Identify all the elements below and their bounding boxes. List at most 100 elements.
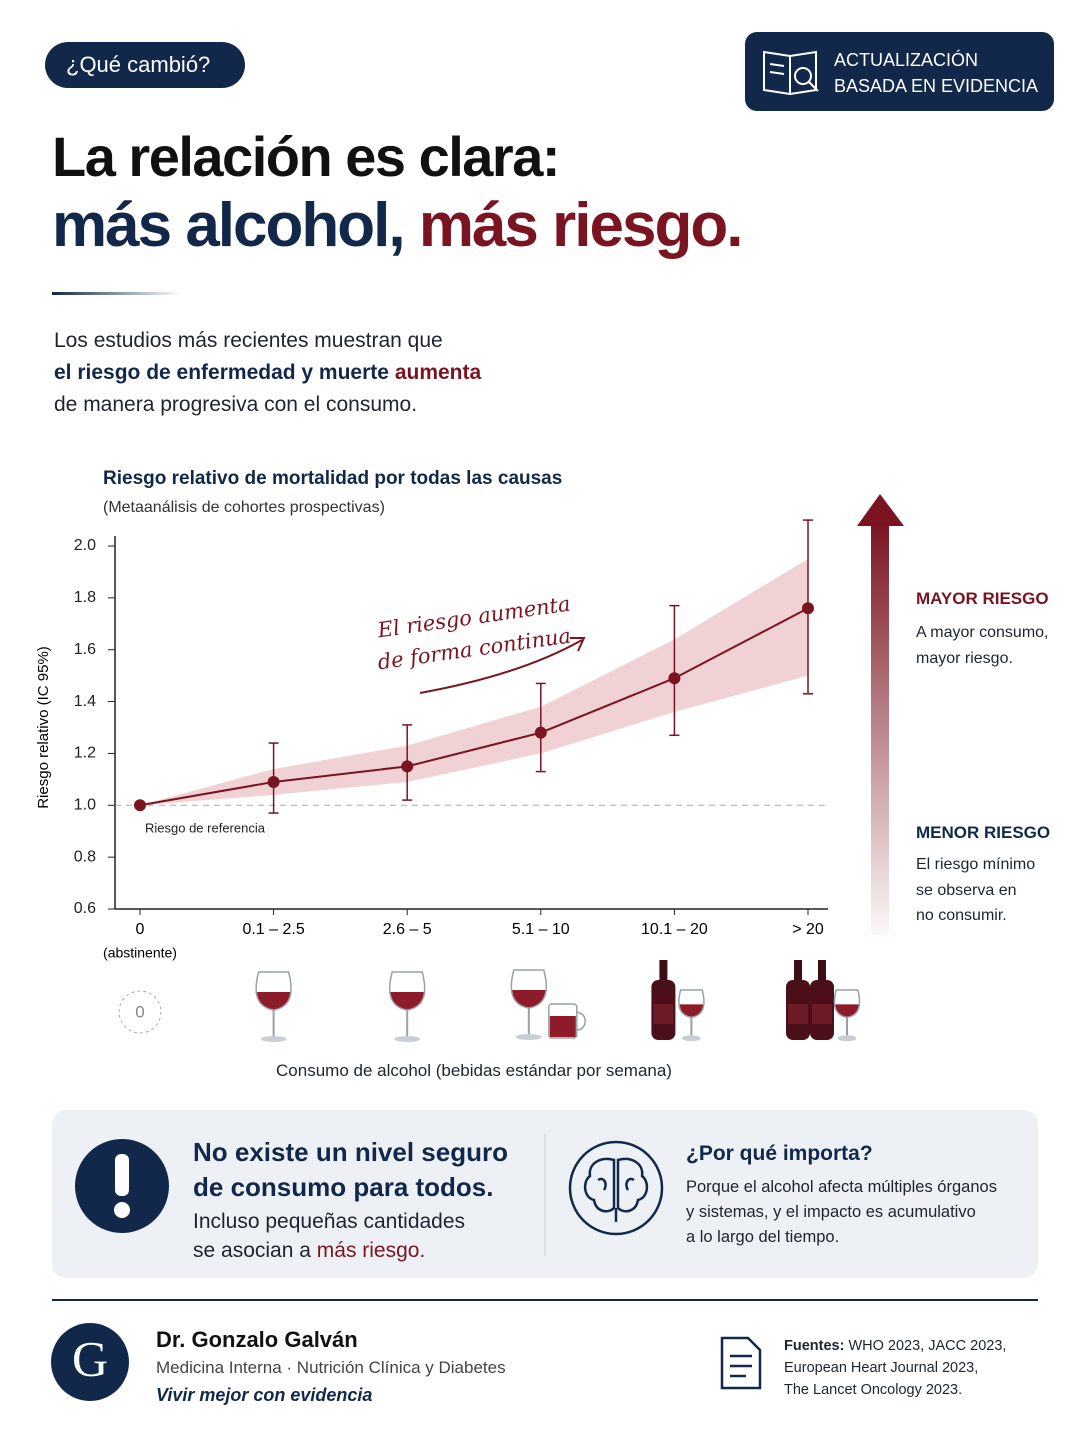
headline-part: más alcohol, [52, 191, 406, 260]
point [802, 602, 814, 615]
bottle-label [788, 1004, 808, 1024]
glass-base [682, 1035, 701, 1042]
mug-wine [549, 1016, 576, 1037]
intro: Los estudios más recientes muestran que [54, 329, 443, 352]
point [401, 760, 414, 773]
source: WHO 2023, JACC 2023, [848, 1338, 1007, 1354]
bottle-label [812, 1004, 832, 1024]
alert-dot [114, 1202, 130, 1218]
badge-bg [45, 42, 245, 88]
y-tick-label: 1.2 [74, 745, 96, 762]
glass-bowl [510, 969, 547, 1009]
glass-bowl [389, 971, 426, 1011]
callout-title: de consumo para todos. [193, 1172, 494, 1202]
glass-base [515, 1034, 542, 1040]
doc-icon [720, 1336, 762, 1390]
why-text: y sistemas, y el impacto es acumulativo [686, 1203, 976, 1221]
glass-wine [834, 1004, 860, 1018]
brain-icon [568, 1140, 664, 1236]
trend-line [139, 607, 809, 807]
reference-label: Riesgo de referencia [145, 821, 266, 836]
sources-label: Fuentes: [784, 1338, 845, 1354]
mug-handle [576, 1011, 586, 1031]
bottle-neck [794, 960, 802, 984]
glass-wine [510, 990, 547, 1008]
y-tick-label: 1.0 [74, 797, 96, 814]
intro-highlight: el riesgo de enfermedad y muerte [54, 361, 389, 384]
point [668, 672, 681, 685]
headline: La relación es clara: [52, 125, 561, 188]
x-tick-label: 0 [136, 921, 145, 938]
why-text: a lo largo del tiempo. [686, 1228, 840, 1246]
risk-arrow [871, 522, 889, 935]
no-drink-icon [118, 990, 162, 1034]
book-icon [763, 50, 819, 96]
bottle-label [653, 1004, 674, 1024]
x-tick-label: > 20 [792, 921, 824, 938]
glass-bowl [833, 989, 861, 1019]
x-tick-label: 10.1 – 20 [641, 921, 708, 938]
glass-base [394, 1036, 421, 1042]
tagline: Vivir mejor con evidencia [156, 1385, 373, 1405]
risk-low-text: se observa en [916, 882, 1017, 899]
glass-wine [678, 1004, 705, 1018]
risk-high-text: mayor riesgo. [916, 650, 1013, 667]
source: The Lancet Oncology 2023. [784, 1382, 963, 1398]
chart-title: Riesgo relativo de mortalidad por todas … [103, 468, 563, 489]
intro-emphasis: aumenta [394, 361, 482, 384]
risk-low-title: MENOR RIESGO [916, 823, 1051, 842]
y-axis-label: Riesgo relativo (IC 95%) [35, 646, 52, 809]
update-badge: BASADA EN EVIDENCIA [834, 76, 1039, 96]
callout-text-part: se asocian a [193, 1239, 311, 1262]
risk-low-text: El riesgo mínimo [916, 856, 1036, 873]
callout-text: se asocian a más riesgo. [193, 1240, 425, 1261]
chart-subtitle: (Metaanálisis de cohortes prospectivas) [103, 499, 385, 516]
glass-base [260, 1036, 287, 1042]
y-tick-label: 0.6 [74, 900, 96, 917]
risk-high-text: A mayor consumo, [916, 624, 1049, 641]
glass-wine [255, 992, 292, 1010]
glass-wine [389, 992, 426, 1010]
y-tick-label: 1.6 [74, 641, 96, 658]
point [267, 775, 280, 788]
callout-text: Incluso pequeñas cantidades [193, 1210, 466, 1233]
glass-bowl [678, 989, 705, 1019]
author-name: Dr. Gonzalo Galván [156, 1327, 358, 1352]
annotation-arrowhead [570, 637, 586, 652]
why-title: ¿Por qué importa? [686, 1142, 873, 1165]
point [534, 726, 547, 739]
bottle-neck [818, 960, 826, 984]
x-tick-label: 2.6 – 5 [383, 921, 432, 938]
headline-2: más alcohol, más riesgo. [52, 195, 743, 257]
brain [583, 1157, 649, 1222]
badge: ¿Qué cambió? [66, 52, 211, 77]
risk-high-title: MAYOR RIESGO [916, 589, 1049, 608]
x-tick-note: (abstinente) [103, 945, 177, 961]
update-badge: ACTUALIZACIÓN [834, 50, 979, 70]
risk-arrow-head [857, 494, 904, 526]
why-text: Porque el alcohol afecta múltiples órgan… [686, 1178, 997, 1196]
logo-letter: G [72, 1330, 108, 1386]
x-tick-label: 5.1 – 10 [512, 921, 570, 938]
y-tick-label: 2.0 [74, 537, 96, 554]
no-drink-label: 0 [135, 1002, 144, 1021]
logo-bg [51, 1323, 129, 1401]
point [134, 799, 146, 812]
headline-part: más riesgo. [418, 191, 744, 260]
intro: el riesgo de enfermedad y muerte aumenta [54, 362, 481, 383]
author-specialty: Medicina Interna · Nutrición Clínica y D… [156, 1358, 506, 1377]
glass-bowl [255, 971, 292, 1011]
annotation-arrow [419, 639, 583, 694]
y-tick-label: 1.4 [74, 693, 96, 710]
risk-low-text: no consumir. [916, 907, 1007, 924]
intro: de manera progresiva con el consumo. [54, 393, 418, 416]
alert-bar [115, 1154, 129, 1196]
callout-title: No existe un nivel seguro [193, 1137, 508, 1167]
x-axis-label: Consumo de alcohol (bebidas estándar por… [276, 1061, 672, 1080]
update-badge-bg [745, 32, 1054, 111]
glass-base [837, 1035, 857, 1042]
callout-emphasis: más riesgo. [316, 1239, 426, 1262]
y-tick-label: 0.8 [74, 848, 96, 865]
